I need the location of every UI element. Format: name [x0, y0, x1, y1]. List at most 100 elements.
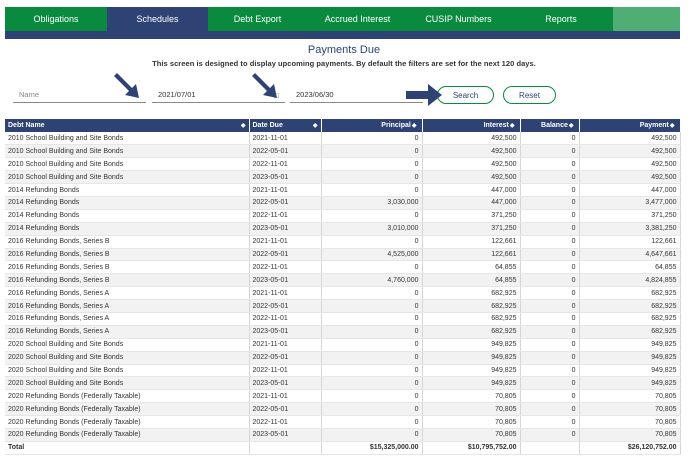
sort-icon[interactable]: ◆: [240, 123, 246, 129]
cell-date-due: 2023-05-01: [249, 376, 322, 391]
cell-date-due: 2022-11-01: [249, 209, 322, 223]
cell-payment: 682,925: [579, 312, 681, 326]
cell-principal: 0: [321, 299, 423, 313]
search-button[interactable]: Search: [437, 86, 494, 104]
col-header-payment[interactable]: Payment◆: [579, 119, 681, 132]
cell-balance: 0: [520, 338, 580, 352]
cell-principal: 4,760,000: [321, 273, 423, 288]
nav-tab-accrued-interest[interactable]: Accrued Interest: [307, 7, 408, 31]
sort-icon[interactable]: ◆: [669, 123, 675, 129]
cell-balance: 0: [520, 389, 580, 404]
table-row[interactable]: 2014 Refunding Bonds 2021-11-01 0 447,000 0 4…: [5, 183, 681, 197]
cell-interest: 949,825: [422, 364, 521, 378]
cell-payment: 682,925: [579, 325, 681, 339]
cell-debt-name: 2016 Refunding Bonds, Series A: [5, 299, 250, 313]
cell-balance: 0: [520, 312, 580, 326]
sort-icon[interactable]: ◆: [568, 123, 574, 129]
col-header-balance[interactable]: Balance◆: [520, 119, 580, 132]
table-row[interactable]: 2016 Refunding Bonds, Series A 2022-11-01…: [5, 312, 681, 326]
table-row[interactable]: 2020 Refunding Bonds (Federally Taxable)…: [5, 415, 681, 429]
cell-interest: 64,855: [422, 273, 521, 288]
cell-interest: 492,500: [422, 170, 521, 185]
cell-payment: 949,825: [579, 364, 681, 378]
top-nav: Obligations Schedules Debt Export Accrued I…: [5, 7, 680, 31]
cell-principal: 0: [321, 132, 423, 146]
cell-interest: 682,925: [422, 312, 521, 326]
cell-interest: 949,825: [422, 376, 521, 391]
table-row[interactable]: 2014 Refunding Bonds 2023-05-01 3,010,000 3…: [5, 222, 681, 236]
cell-balance: 0: [520, 364, 580, 378]
cell-payment: 492,500: [579, 132, 681, 146]
cell-balance: 0: [520, 286, 580, 301]
cell-interest: 371,250: [422, 209, 521, 223]
table-row[interactable]: 2010 School Building and Site Bonds 2021-…: [5, 132, 681, 146]
cell-principal: 3,030,000: [321, 196, 423, 210]
total-date-cell: [249, 440, 322, 455]
nav-tab-debt-export[interactable]: Debt Export: [208, 7, 307, 31]
table-row[interactable]: 2020 Refunding Bonds (Federally Taxable)…: [5, 389, 681, 404]
cell-debt-name: 2020 School Building and Site Bonds: [5, 338, 250, 352]
cell-debt-name: 2020 Refunding Bonds (Federally Taxable): [5, 402, 250, 417]
cell-date-due: 2023-05-01: [249, 325, 322, 339]
table-row[interactable]: 2020 School Building and Site Bonds 2022-…: [5, 364, 681, 378]
table-row[interactable]: 2016 Refunding Bonds, Series A 2023-05-01…: [5, 325, 681, 339]
cell-payment: 70,805: [579, 402, 681, 417]
table-row[interactable]: 2016 Refunding Bonds, Series B 2022-11-01…: [5, 260, 681, 275]
table-row[interactable]: 2010 School Building and Site Bonds 2022-…: [5, 144, 681, 159]
cell-interest: 492,500: [422, 157, 521, 172]
table-row[interactable]: 2020 School Building and Site Bonds 2021-…: [5, 338, 681, 352]
table-row[interactable]: 2016 Refunding Bonds, Series B 2023-05-01…: [5, 273, 681, 288]
nav-tab-reports[interactable]: Reports: [509, 7, 613, 31]
cell-balance: 0: [520, 402, 580, 417]
table-row[interactable]: 2020 Refunding Bonds (Federally Taxable)…: [5, 428, 681, 442]
cell-date-due: 2021-11-01: [249, 235, 322, 249]
nav-tab-obligations[interactable]: Obligations: [5, 7, 107, 31]
cell-interest: 949,825: [422, 351, 521, 365]
cell-payment: 3,381,250: [579, 222, 681, 236]
end-date-input[interactable]: [290, 81, 423, 103]
name-filter-input[interactable]: [13, 81, 146, 103]
col-header-debt-name[interactable]: Debt Name ◆: [5, 119, 250, 132]
table-row[interactable]: 2016 Refunding Bonds, Series B 2022-05-01…: [5, 248, 681, 262]
table-row[interactable]: 2016 Refunding Bonds, Series B 2021-11-01…: [5, 235, 681, 249]
table-row[interactable]: 2020 School Building and Site Bonds 2022-…: [5, 351, 681, 365]
cell-balance: 0: [520, 209, 580, 223]
table-row[interactable]: 2020 Refunding Bonds (Federally Taxable)…: [5, 402, 681, 417]
table-row[interactable]: 2016 Refunding Bonds, Series A 2022-05-01…: [5, 299, 681, 313]
cell-payment: 4,824,855: [579, 273, 681, 288]
cell-debt-name: 2020 Refunding Bonds (Federally Taxable): [5, 428, 250, 442]
cell-balance: 0: [520, 157, 580, 172]
total-balance-cell: [520, 440, 580, 455]
start-date-input[interactable]: [152, 81, 285, 103]
table-row[interactable]: 2020 School Building and Site Bonds 2023-…: [5, 376, 681, 391]
cell-payment: 492,500: [579, 144, 681, 159]
cell-payment: 492,500: [579, 170, 681, 185]
col-header-interest[interactable]: Interest◆: [422, 119, 521, 132]
cell-interest: 949,825: [422, 338, 521, 352]
table-row[interactable]: 2014 Refunding Bonds 2022-11-01 0 371,250 0 3…: [5, 209, 681, 223]
nav-tab-schedules[interactable]: Schedules: [107, 7, 208, 31]
sort-icon[interactable]: ◆: [509, 123, 515, 129]
sort-icon[interactable]: ◆: [312, 123, 318, 129]
nav-underline-strip: [5, 31, 680, 39]
cell-payment: 447,000: [579, 183, 681, 197]
nav-tab-cusip-numbers[interactable]: CUSIP Numbers: [408, 7, 509, 31]
table-row[interactable]: 2010 School Building and Site Bonds 2023-…: [5, 170, 681, 185]
table-row[interactable]: 2014 Refunding Bonds 2022-05-01 3,030,000 4…: [5, 196, 681, 210]
cell-principal: 0: [321, 428, 423, 442]
cell-payment: 682,925: [579, 299, 681, 313]
col-header-principal[interactable]: Principal◆: [321, 119, 423, 132]
cell-interest: 492,500: [422, 144, 521, 159]
table-row[interactable]: 2016 Refunding Bonds, Series A 2021-11-01…: [5, 286, 681, 301]
cell-date-due: 2021-11-01: [249, 338, 322, 352]
cell-principal: 0: [321, 157, 423, 172]
cell-payment: 371,250: [579, 209, 681, 223]
table-row[interactable]: 2010 School Building and Site Bonds 2022-…: [5, 157, 681, 172]
cell-balance: 0: [520, 132, 580, 146]
cell-principal: 0: [321, 183, 423, 197]
cell-debt-name: 2016 Refunding Bonds, Series B: [5, 235, 250, 249]
reset-button[interactable]: Reset: [503, 86, 556, 104]
col-header-date-due[interactable]: Date Due ◆: [249, 119, 322, 132]
sort-icon[interactable]: ◆: [411, 123, 417, 129]
cell-date-due: 2022-11-01: [249, 157, 322, 172]
